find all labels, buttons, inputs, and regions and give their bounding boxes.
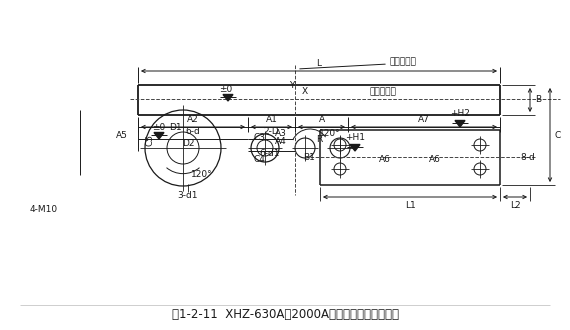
Text: 6-d1: 6-d1 — [260, 148, 280, 157]
Text: 油箱中心线: 油箱中心线 — [370, 87, 397, 96]
Text: D1: D1 — [169, 123, 181, 133]
Text: A6: A6 — [429, 154, 441, 163]
Text: 6-d: 6-d — [186, 127, 201, 137]
Text: A: A — [319, 115, 324, 124]
Polygon shape — [455, 120, 465, 127]
Text: A5: A5 — [116, 130, 128, 140]
Text: L2: L2 — [510, 201, 520, 210]
Text: D2: D2 — [182, 139, 194, 148]
Text: +H1: +H1 — [345, 134, 365, 143]
Text: A2: A2 — [187, 115, 199, 124]
Text: B: B — [535, 95, 541, 105]
Text: C3: C3 — [253, 133, 265, 142]
Text: A6: A6 — [379, 154, 391, 163]
Text: ±0: ±0 — [152, 123, 166, 133]
Text: Y: Y — [290, 81, 295, 89]
Text: R: R — [316, 136, 322, 145]
Text: X: X — [302, 87, 308, 96]
Text: L1: L1 — [405, 201, 416, 210]
Text: B1: B1 — [303, 152, 315, 161]
Text: 2-D: 2-D — [263, 127, 279, 137]
Text: 4-M10: 4-M10 — [30, 206, 58, 214]
Text: A3: A3 — [275, 129, 287, 139]
Text: C5: C5 — [145, 134, 154, 146]
Polygon shape — [350, 145, 360, 151]
Polygon shape — [154, 133, 164, 139]
Text: 8-d: 8-d — [520, 152, 535, 161]
Text: C4: C4 — [253, 155, 265, 164]
Text: C: C — [555, 130, 561, 140]
Text: L: L — [316, 59, 321, 69]
Text: 120°: 120° — [319, 128, 341, 138]
Text: 油箱中心线: 油箱中心线 — [390, 57, 417, 67]
Text: A4: A4 — [275, 137, 287, 146]
Text: +H2: +H2 — [450, 110, 470, 118]
Text: 图1-2-11  XHZ-630A～2000A型稀油润滑装置地基图: 图1-2-11 XHZ-630A～2000A型稀油润滑装置地基图 — [172, 309, 398, 321]
Text: A7: A7 — [418, 115, 430, 124]
Polygon shape — [223, 94, 233, 101]
Text: ±0: ±0 — [219, 85, 233, 94]
Text: 3-d1: 3-d1 — [178, 191, 198, 201]
Text: A1: A1 — [266, 115, 278, 124]
Text: 120°: 120° — [191, 170, 213, 179]
